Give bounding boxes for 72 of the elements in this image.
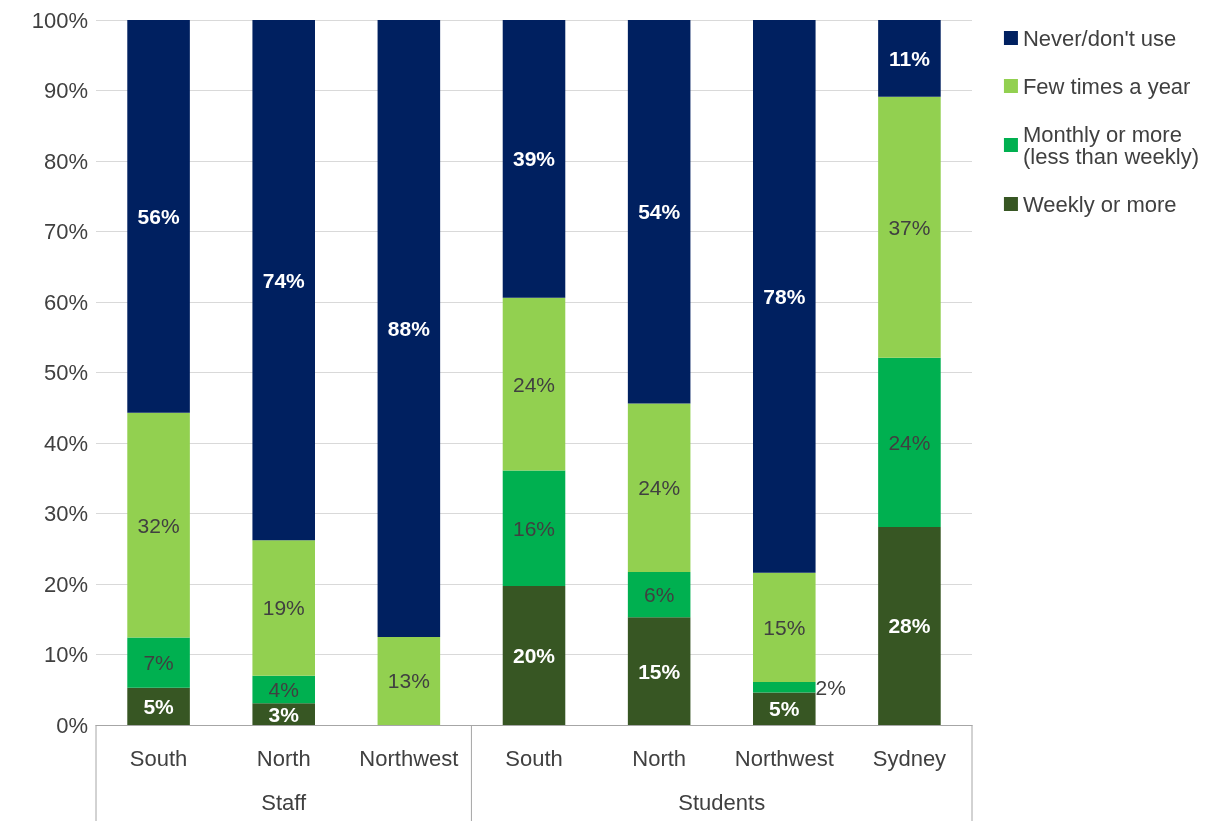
data-label: 39% bbox=[512, 147, 556, 171]
bar bbox=[627, 572, 691, 618]
bar bbox=[627, 20, 691, 404]
data-label: 13% bbox=[387, 669, 430, 693]
legend-label: Monthly or more (less than weekly) bbox=[1022, 121, 1200, 169]
data-label: 74% bbox=[262, 268, 306, 292]
bar bbox=[377, 20, 441, 637]
text: Students bbox=[678, 789, 766, 815]
bar bbox=[753, 682, 816, 693]
y-tick-label: 100% bbox=[31, 7, 88, 33]
data-label: 78% bbox=[763, 284, 806, 308]
bar bbox=[878, 20, 941, 97]
bar bbox=[377, 636, 441, 725]
data-label: 24% bbox=[638, 476, 681, 500]
data-label: 37% bbox=[888, 215, 931, 239]
bar bbox=[878, 96, 941, 358]
bar bbox=[878, 357, 941, 527]
y-tick-label: 0% bbox=[56, 712, 88, 738]
data-label: 3% bbox=[268, 702, 300, 726]
data-label: 56% bbox=[137, 204, 180, 228]
data-label: 2% bbox=[815, 675, 846, 699]
data-label: 7% bbox=[143, 651, 174, 675]
legend-label: Never/don't use bbox=[1022, 25, 1177, 51]
data-label: 24% bbox=[888, 430, 931, 454]
x-tick-label: Northwest bbox=[359, 745, 459, 771]
legend-label: Weekly or more bbox=[1022, 191, 1177, 217]
bar bbox=[753, 20, 816, 573]
text: Staff bbox=[261, 789, 308, 815]
bar bbox=[252, 540, 315, 676]
y-tick-label: 70% bbox=[43, 219, 88, 244]
bar bbox=[502, 297, 566, 471]
bar bbox=[627, 617, 691, 725]
data-label: 54% bbox=[638, 200, 681, 224]
y-tick-label: 30% bbox=[43, 501, 88, 526]
data-label: 19% bbox=[262, 596, 305, 620]
bar bbox=[502, 470, 566, 587]
data-label: 15% bbox=[763, 615, 806, 639]
y-tick-label: 50% bbox=[43, 360, 88, 385]
x-tick-label: North bbox=[256, 745, 311, 771]
y-tick-label: 10% bbox=[43, 642, 88, 667]
data-label: 4% bbox=[268, 677, 299, 701]
bar bbox=[627, 403, 691, 573]
x-tick-label: North bbox=[632, 745, 687, 771]
bar bbox=[502, 586, 566, 725]
data-label: 20% bbox=[512, 644, 556, 668]
data-label: 11% bbox=[888, 46, 931, 70]
y-tick-label: 20% bbox=[43, 571, 88, 597]
bar bbox=[127, 637, 190, 688]
data-label: 32% bbox=[137, 513, 180, 537]
y-tick-label: 60% bbox=[43, 289, 88, 315]
x-tick-label: South bbox=[129, 745, 188, 771]
y-tick-label: 80% bbox=[43, 148, 88, 174]
bar bbox=[127, 20, 190, 413]
data-label: 6% bbox=[643, 583, 675, 607]
data-label: 16% bbox=[512, 516, 556, 540]
bar bbox=[127, 412, 190, 638]
x-tick-label: South bbox=[505, 745, 563, 771]
bar bbox=[252, 20, 315, 541]
y-tick-label: 90% bbox=[43, 78, 88, 103]
bar bbox=[753, 572, 816, 682]
data-label: 28% bbox=[888, 614, 931, 638]
bar bbox=[502, 20, 566, 298]
y-tick-label: 40% bbox=[43, 430, 88, 456]
x-tick-label: Sydney bbox=[872, 745, 947, 771]
bar bbox=[878, 526, 941, 725]
x-tick-label: Northwest bbox=[734, 745, 834, 771]
data-label: 15% bbox=[638, 659, 681, 683]
data-label: 5% bbox=[769, 697, 800, 721]
legend-label: Few times a year bbox=[1022, 73, 1191, 99]
data-label: 88% bbox=[387, 316, 431, 340]
data-label: 24% bbox=[512, 372, 556, 396]
data-label: 5% bbox=[143, 694, 175, 718]
